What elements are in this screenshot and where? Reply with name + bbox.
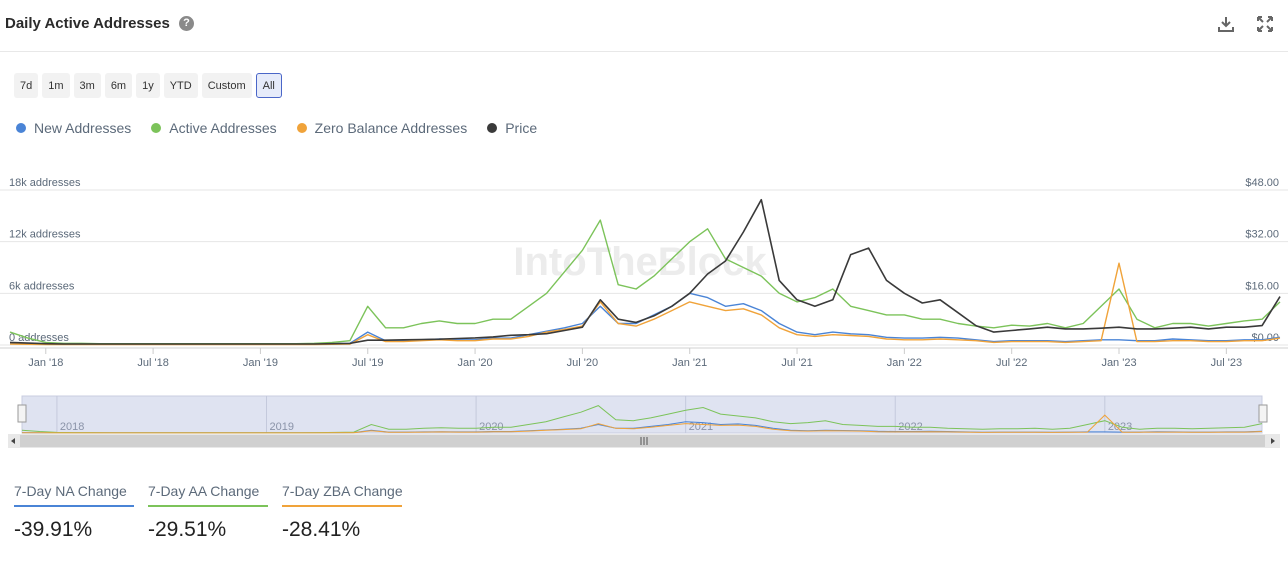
scrollbar-grip-icon <box>640 437 648 445</box>
fullscreen-icon[interactable] <box>1255 14 1275 34</box>
left-axis-tick: 0 addresses <box>9 332 69 344</box>
stat-value: -29.51% <box>148 518 227 541</box>
stat-label: 7-Day ZBA Change <box>282 483 403 507</box>
legend-active-addresses[interactable]: Active Addresses <box>151 120 277 136</box>
navigator-window <box>21 395 1263 434</box>
right-axis-tick: $48.00 <box>1245 177 1279 189</box>
range-selector: 7d 1m 3m 6m 1y YTD Custom All <box>14 73 282 98</box>
navigator[interactable]: 2018 2019 2020 2021 2022 2023 <box>8 395 1280 448</box>
x-tick-label: Jan '22 <box>887 357 922 369</box>
stat-na-change: 7-Day NA Change -39.91% <box>14 483 134 542</box>
range-custom[interactable]: Custom <box>201 73 252 98</box>
range-all[interactable]: All <box>255 73 282 98</box>
x-tick-label: Jul '21 <box>781 357 812 369</box>
left-axis: 0 addresses 6k addresses 12k addresses 18k … <box>9 177 81 344</box>
left-axis-tick: 18k addresses <box>9 177 81 189</box>
stat-aa-change: 7-Day AA Change -29.51% <box>148 483 268 542</box>
x-tick-label: Jan '20 <box>458 357 493 369</box>
x-tick-label: Jul '19 <box>352 357 383 369</box>
stats-row: 7-Day NA Change -39.91% 7-Day AA Change … <box>14 483 403 542</box>
x-tick-label: Jan '19 <box>243 357 278 369</box>
range-1y[interactable]: 1y <box>136 73 160 98</box>
navigator-handle-right[interactable] <box>1258 404 1268 423</box>
x-tick-label: Jul '20 <box>567 357 598 369</box>
download-icon[interactable] <box>1216 14 1236 34</box>
right-axis: $0.00$16.00$32.00$48.00 <box>1245 177 1279 344</box>
left-axis-tick: 12k addresses <box>9 229 81 241</box>
scroll-right-icon[interactable] <box>1271 438 1275 444</box>
series-line-price <box>9 198 1281 345</box>
legend-label: New Addresses <box>34 120 132 136</box>
legend-label: Zero Balance Addresses <box>314 120 468 136</box>
navigator-year-label: 2018 <box>60 421 84 433</box>
legend-dot <box>487 123 498 133</box>
stat-value: -39.91% <box>14 518 93 541</box>
range-1m[interactable]: 1m <box>42 73 70 98</box>
x-tick-label: Jan '21 <box>672 357 707 369</box>
x-tick-label: Jul '18 <box>137 357 168 369</box>
legend-label: Active Addresses <box>169 120 277 136</box>
navigator-handle-left[interactable] <box>17 404 27 423</box>
x-tick-label: Jul '23 <box>1211 357 1242 369</box>
legend-dot <box>296 123 307 133</box>
legend-new-addresses[interactable]: New Addresses <box>16 120 131 136</box>
legend-dot <box>151 123 162 133</box>
watermark: IntoTheBlock <box>513 240 767 284</box>
series-line-active-addresses <box>9 219 1281 345</box>
scroll-left-icon[interactable] <box>11 438 15 444</box>
x-tick-label: Jul '22 <box>996 357 1027 369</box>
help-icon[interactable]: ? <box>179 16 194 31</box>
legend-price[interactable]: Price <box>487 120 537 136</box>
legend-dot <box>16 123 26 133</box>
legend-zero-balance-addresses[interactable]: Zero Balance Addresses <box>296 120 468 136</box>
x-tick-label: Jan '23 <box>1101 357 1136 369</box>
series-group <box>9 198 1281 346</box>
stat-value: -28.41% <box>282 518 361 541</box>
navigator-series <box>22 414 1263 434</box>
range-ytd[interactable]: YTD <box>163 73 198 98</box>
right-axis-tick: $32.00 <box>1245 229 1279 241</box>
x-axis: Jan '18 Jul '18 Jan '19 Jul '19 Jan '20 Jul '… <box>0 347 1288 369</box>
right-axis-tick: $16.00 <box>1245 280 1279 292</box>
navigator-year-label: 2019 <box>270 421 294 433</box>
range-7d[interactable]: 7d <box>14 73 39 98</box>
left-axis-tick: 6k addresses <box>9 280 75 292</box>
chart-title: Daily Active Addresses <box>5 15 170 32</box>
chart-header: Daily Active Addresses ? <box>0 0 1288 52</box>
x-tick-label: Jan '18 <box>28 357 63 369</box>
range-3m[interactable]: 3m <box>73 73 101 98</box>
stat-label: 7-Day NA Change <box>14 483 134 507</box>
chart-legend: New Addresses Active Addresses Zero Bala… <box>16 120 537 136</box>
chart-area: IntoTheBlock 0 addresses 6k addresses 12k … <box>0 177 1288 448</box>
range-6m[interactable]: 6m <box>104 73 133 98</box>
legend-label: Price <box>505 120 538 136</box>
stat-zba-change: 7-Day ZBA Change -28.41% <box>282 483 403 542</box>
navigator-scrollbar-thumb[interactable] <box>20 435 1265 447</box>
stat-label: 7-Day AA Change <box>148 483 268 507</box>
